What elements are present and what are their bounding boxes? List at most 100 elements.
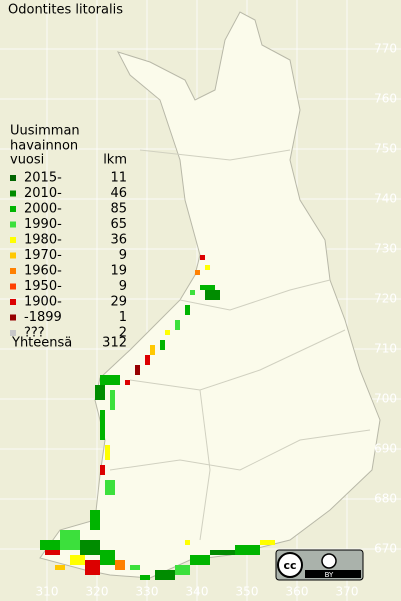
northing-label: 690 xyxy=(374,442,397,456)
legend-swatch xyxy=(10,252,16,259)
legend-label: 2000- xyxy=(24,202,62,217)
total-label: Yhteensä xyxy=(11,336,72,351)
observation xyxy=(175,565,190,575)
legend-count: 11 xyxy=(110,171,127,186)
legend-label: 2015- xyxy=(24,171,62,186)
northing-label: 760 xyxy=(374,92,397,106)
observation xyxy=(260,540,275,545)
northing-label: 680 xyxy=(374,492,397,506)
observation xyxy=(235,545,260,555)
legend-swatch xyxy=(10,314,16,321)
northing-label: 720 xyxy=(374,292,397,306)
legend-label: ??? xyxy=(24,326,45,341)
legend-label: 1950- xyxy=(24,279,62,294)
legend-label: 1900- xyxy=(24,295,62,310)
easting-label: 370 xyxy=(336,585,359,599)
cc-text: cc xyxy=(283,559,296,572)
northing-label: 740 xyxy=(374,192,397,206)
observation xyxy=(150,345,155,355)
observation xyxy=(55,565,65,570)
observation xyxy=(160,340,165,350)
easting-label: 330 xyxy=(136,585,159,599)
observation xyxy=(130,565,140,570)
legend-count: 19 xyxy=(110,264,127,279)
easting-label: 340 xyxy=(186,585,209,599)
legend-count: 65 xyxy=(110,217,127,232)
observation xyxy=(135,365,140,375)
legend-count: 46 xyxy=(110,186,127,201)
legend-heading: vuosi xyxy=(10,153,44,168)
observation xyxy=(190,290,195,295)
legend-count: 9 xyxy=(119,248,127,263)
legend-swatch xyxy=(10,237,16,243)
border xyxy=(199,389,211,541)
observation xyxy=(110,390,115,410)
northing-label: 750 xyxy=(374,142,397,156)
license-badge: cc BY xyxy=(275,549,364,581)
observation-squares xyxy=(40,255,275,580)
total-count: 312 xyxy=(102,336,127,351)
northing-label: 670 xyxy=(374,542,397,556)
observation xyxy=(140,575,150,580)
observation xyxy=(185,540,190,545)
by-icon xyxy=(321,553,337,569)
observation xyxy=(45,550,60,555)
legend-count: 9 xyxy=(119,279,127,294)
observation xyxy=(95,385,105,400)
observation xyxy=(40,540,65,550)
legend-swatch xyxy=(10,283,16,290)
legend-count: 36 xyxy=(110,233,127,248)
legend-swatch xyxy=(10,206,16,212)
observation xyxy=(125,380,130,385)
legend-label: 1970- xyxy=(24,248,62,263)
observation xyxy=(205,290,220,300)
legend-count-heading: lkm xyxy=(103,153,127,168)
title: Odontites litoralis xyxy=(8,3,123,18)
province-borders xyxy=(109,149,371,541)
northing-label: 770 xyxy=(374,42,397,56)
legend-swatch xyxy=(10,221,16,228)
border xyxy=(129,329,346,391)
border xyxy=(179,279,331,311)
observation xyxy=(210,550,235,555)
observation xyxy=(105,480,115,495)
easting-label: 310 xyxy=(36,585,59,599)
easting-label: 320 xyxy=(86,585,109,599)
observation xyxy=(90,510,100,530)
by-text: BY xyxy=(325,571,334,579)
legend-swatch xyxy=(10,330,16,336)
observation xyxy=(80,540,100,555)
observation xyxy=(200,255,205,260)
legend-swatch xyxy=(10,190,16,197)
legend-label: 1980- xyxy=(24,233,62,248)
observation xyxy=(100,550,115,565)
observation xyxy=(190,555,210,565)
badge-strip xyxy=(305,570,361,578)
legend-swatch xyxy=(10,175,16,181)
observation xyxy=(100,410,105,440)
northing-label: 730 xyxy=(374,242,397,256)
northing-label: 700 xyxy=(374,392,397,406)
legend-label: -1899 xyxy=(24,310,62,325)
observation xyxy=(105,445,110,460)
observation xyxy=(70,555,85,565)
cc-icon xyxy=(277,552,303,578)
observation xyxy=(145,355,150,365)
legend-count: 29 xyxy=(110,295,127,310)
observation xyxy=(115,560,125,570)
observation xyxy=(155,570,175,580)
legend-label: 1990- xyxy=(24,217,62,232)
legend-count: 85 xyxy=(110,202,127,217)
easting-label: 350 xyxy=(236,585,259,599)
observation xyxy=(205,265,210,270)
legend-label: 2010- xyxy=(24,186,62,201)
observation xyxy=(175,320,180,330)
legend-label: 1960- xyxy=(24,264,62,279)
observation xyxy=(200,285,215,290)
border xyxy=(139,149,291,161)
observation xyxy=(100,375,120,385)
observation xyxy=(60,530,80,550)
legend-count: 1 xyxy=(119,310,127,325)
legend-count: 2 xyxy=(119,326,127,341)
observation xyxy=(100,465,105,475)
